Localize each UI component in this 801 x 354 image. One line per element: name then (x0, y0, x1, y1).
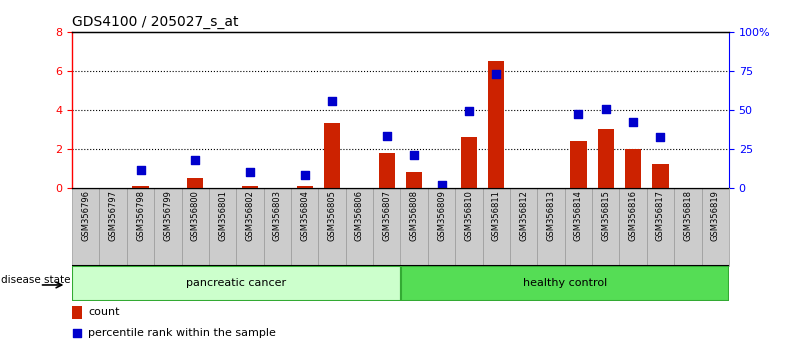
Text: GSM356799: GSM356799 (163, 190, 172, 241)
Bar (72, 306, 83, 319)
Point (572, 111, 585, 116)
Point (654, 134, 667, 140)
Bar (702, 188, 729, 266)
Text: count: count (88, 307, 119, 318)
Point (134, 168, 147, 173)
Bar (324, 124, 340, 188)
Bar (242, 185, 258, 188)
Text: GSM356813: GSM356813 (546, 190, 556, 241)
Bar (296, 185, 313, 188)
Bar (291, 188, 318, 266)
Bar (488, 61, 505, 188)
Text: GSM356797: GSM356797 (109, 190, 118, 241)
Text: pancreatic cancer: pancreatic cancer (186, 278, 286, 288)
Bar (154, 188, 182, 266)
Text: disease state: disease state (2, 275, 71, 285)
Text: GSM356812: GSM356812 (519, 190, 528, 241)
Point (490, 71, 503, 77)
Text: GSM356818: GSM356818 (683, 190, 692, 241)
Bar (209, 188, 236, 266)
Bar (619, 188, 646, 266)
Point (244, 169, 256, 175)
Bar (406, 172, 422, 188)
Bar (182, 188, 209, 266)
Point (408, 152, 421, 158)
Bar (598, 129, 614, 188)
Text: GSM356808: GSM356808 (409, 190, 419, 241)
Text: GSM356802: GSM356802 (245, 190, 255, 241)
Text: GSM356809: GSM356809 (437, 190, 446, 241)
Text: GSM356819: GSM356819 (710, 190, 720, 241)
Text: GSM356816: GSM356816 (629, 190, 638, 241)
Text: GSM356815: GSM356815 (602, 190, 610, 241)
Text: percentile rank within the sample: percentile rank within the sample (88, 328, 276, 338)
Bar (652, 164, 669, 188)
Bar (510, 188, 537, 266)
Bar (570, 141, 586, 188)
Point (462, 108, 475, 113)
Bar (537, 188, 565, 266)
Point (326, 98, 339, 104)
Text: GSM356796: GSM356796 (81, 190, 91, 241)
Bar (674, 188, 702, 266)
Bar (373, 188, 400, 266)
Bar (646, 188, 674, 266)
Text: GSM356814: GSM356814 (574, 190, 583, 241)
Bar (72, 266, 400, 301)
Text: healthy control: healthy control (522, 278, 607, 288)
Bar (455, 188, 482, 266)
Text: GSM356817: GSM356817 (656, 190, 665, 241)
Text: GSM356800: GSM356800 (191, 190, 199, 241)
Point (70, 330, 83, 336)
Bar (461, 137, 477, 188)
Text: GSM356798: GSM356798 (136, 190, 145, 241)
Bar (187, 178, 203, 188)
Text: GSM356805: GSM356805 (328, 190, 336, 241)
Text: GSM356804: GSM356804 (300, 190, 309, 241)
Bar (400, 266, 729, 301)
Text: GSM356801: GSM356801 (218, 190, 227, 241)
Bar (592, 188, 619, 266)
Bar (400, 188, 428, 266)
Text: GSM356811: GSM356811 (492, 190, 501, 241)
Text: GSM356806: GSM356806 (355, 190, 364, 241)
Bar (346, 188, 373, 266)
Bar (72, 188, 99, 266)
Bar (428, 188, 455, 266)
Point (599, 106, 612, 112)
Bar (236, 188, 264, 266)
Point (626, 119, 639, 125)
Point (298, 172, 311, 178)
Bar (482, 188, 510, 266)
Bar (379, 153, 395, 188)
Bar (99, 188, 127, 266)
Bar (264, 188, 291, 266)
Bar (625, 149, 642, 188)
Text: GSM356803: GSM356803 (273, 190, 282, 241)
Bar (127, 188, 154, 266)
Point (189, 157, 202, 162)
Text: GSM356810: GSM356810 (465, 190, 473, 241)
Point (380, 133, 393, 139)
Text: GSM356807: GSM356807 (382, 190, 392, 241)
Point (435, 182, 448, 188)
Text: GDS4100 / 205027_s_at: GDS4100 / 205027_s_at (72, 16, 239, 29)
Bar (565, 188, 592, 266)
Bar (132, 185, 149, 188)
Bar (318, 188, 346, 266)
